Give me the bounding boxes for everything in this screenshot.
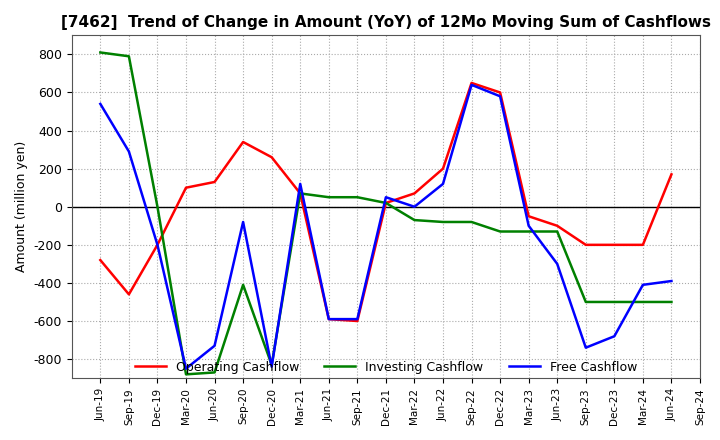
Operating Cashflow bbox=[438, 166, 447, 171]
Operating Cashflow bbox=[296, 191, 305, 196]
Investing Cashflow bbox=[267, 362, 276, 367]
Investing Cashflow bbox=[296, 191, 305, 196]
Legend: Operating Cashflow, Investing Cashflow, Free Cashflow: Operating Cashflow, Investing Cashflow, … bbox=[130, 356, 642, 379]
Operating Cashflow bbox=[353, 319, 361, 324]
Operating Cashflow bbox=[325, 316, 333, 322]
Free Cashflow bbox=[325, 316, 333, 322]
Operating Cashflow bbox=[239, 139, 248, 145]
Operating Cashflow bbox=[181, 185, 190, 191]
Line: Free Cashflow: Free Cashflow bbox=[100, 85, 672, 369]
Investing Cashflow bbox=[239, 282, 248, 287]
Operating Cashflow bbox=[667, 172, 676, 177]
Investing Cashflow bbox=[639, 299, 647, 304]
Free Cashflow bbox=[524, 223, 533, 228]
Investing Cashflow bbox=[496, 229, 505, 234]
Investing Cashflow bbox=[210, 370, 219, 375]
Operating Cashflow bbox=[210, 180, 219, 185]
Operating Cashflow bbox=[267, 154, 276, 160]
Investing Cashflow bbox=[125, 54, 133, 59]
Free Cashflow bbox=[438, 181, 447, 187]
Investing Cashflow bbox=[353, 194, 361, 200]
Free Cashflow bbox=[639, 282, 647, 287]
Operating Cashflow bbox=[467, 81, 476, 86]
Operating Cashflow bbox=[496, 90, 505, 95]
Investing Cashflow bbox=[467, 219, 476, 224]
Free Cashflow bbox=[667, 279, 676, 284]
Investing Cashflow bbox=[382, 200, 390, 205]
Operating Cashflow bbox=[410, 191, 419, 196]
Operating Cashflow bbox=[125, 292, 133, 297]
Free Cashflow bbox=[410, 204, 419, 209]
Operating Cashflow bbox=[96, 257, 104, 263]
Investing Cashflow bbox=[96, 50, 104, 55]
Free Cashflow bbox=[296, 181, 305, 187]
Operating Cashflow bbox=[382, 200, 390, 205]
Free Cashflow bbox=[210, 343, 219, 348]
Operating Cashflow bbox=[639, 242, 647, 247]
Free Cashflow bbox=[353, 316, 361, 322]
Free Cashflow bbox=[267, 364, 276, 369]
Free Cashflow bbox=[181, 366, 190, 371]
Investing Cashflow bbox=[438, 219, 447, 224]
Investing Cashflow bbox=[181, 372, 190, 377]
Free Cashflow bbox=[382, 194, 390, 200]
Free Cashflow bbox=[553, 261, 562, 267]
Line: Investing Cashflow: Investing Cashflow bbox=[100, 52, 672, 374]
Free Cashflow bbox=[610, 334, 618, 339]
Investing Cashflow bbox=[410, 217, 419, 223]
Investing Cashflow bbox=[582, 299, 590, 304]
Y-axis label: Amount (million yen): Amount (million yen) bbox=[15, 141, 28, 272]
Free Cashflow bbox=[582, 345, 590, 350]
Operating Cashflow bbox=[153, 242, 162, 247]
Investing Cashflow bbox=[610, 299, 618, 304]
Operating Cashflow bbox=[524, 214, 533, 219]
Title: [7462]  Trend of Change in Amount (YoY) of 12Mo Moving Sum of Cashflows: [7462] Trend of Change in Amount (YoY) o… bbox=[61, 15, 711, 30]
Free Cashflow bbox=[239, 219, 248, 224]
Investing Cashflow bbox=[325, 194, 333, 200]
Operating Cashflow bbox=[582, 242, 590, 247]
Free Cashflow bbox=[125, 149, 133, 154]
Free Cashflow bbox=[96, 101, 104, 106]
Free Cashflow bbox=[496, 94, 505, 99]
Line: Operating Cashflow: Operating Cashflow bbox=[100, 83, 672, 321]
Free Cashflow bbox=[467, 82, 476, 88]
Investing Cashflow bbox=[553, 229, 562, 234]
Investing Cashflow bbox=[524, 229, 533, 234]
Investing Cashflow bbox=[667, 299, 676, 304]
Operating Cashflow bbox=[553, 223, 562, 228]
Investing Cashflow bbox=[153, 204, 162, 209]
Free Cashflow bbox=[153, 242, 162, 247]
Operating Cashflow bbox=[610, 242, 618, 247]
